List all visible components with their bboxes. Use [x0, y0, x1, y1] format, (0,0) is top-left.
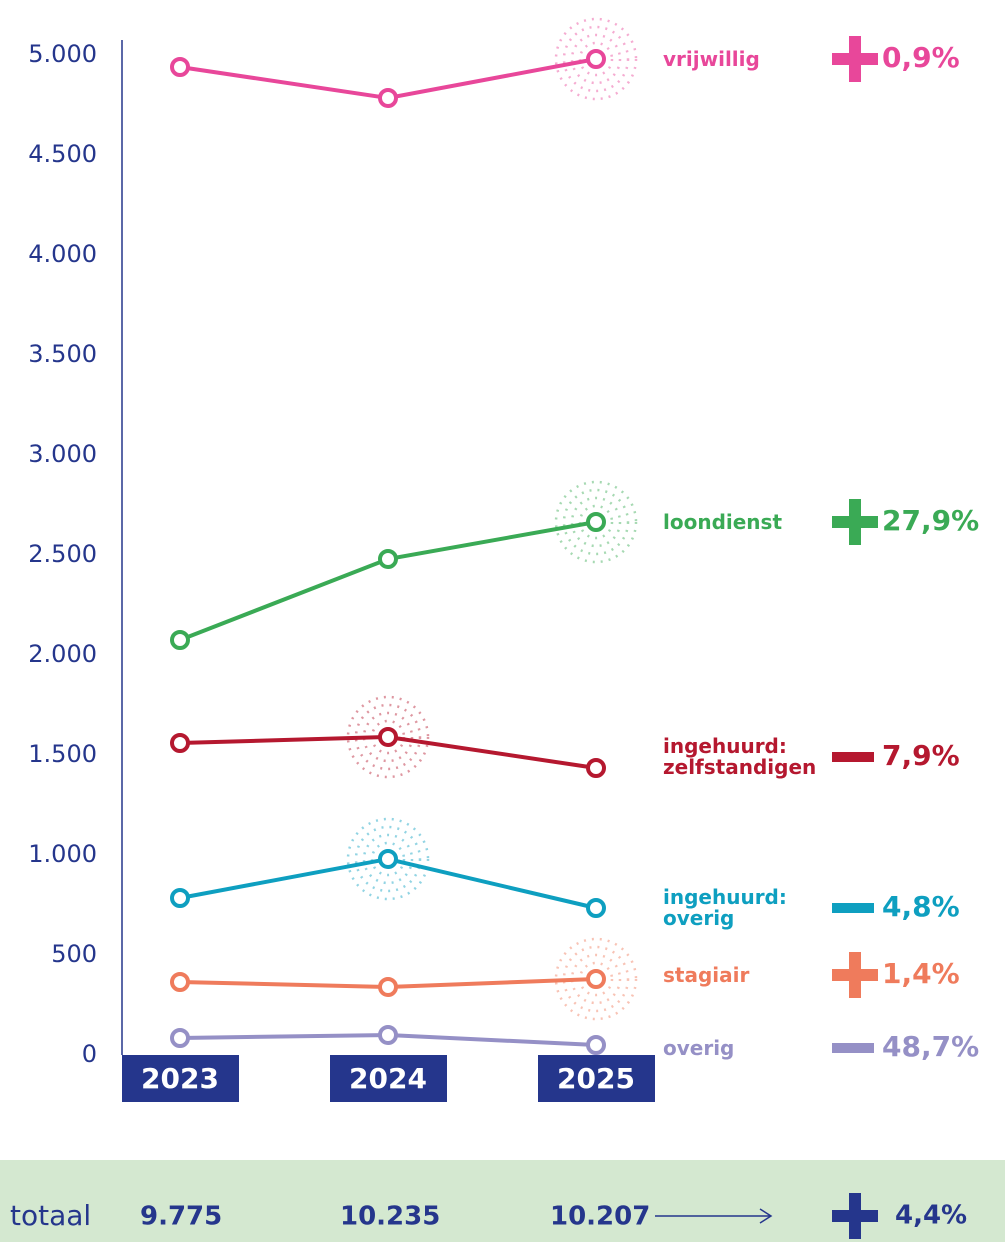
y-tick-label: 2.000 [28, 640, 97, 668]
highlight-ring [562, 488, 630, 556]
data-point [586, 758, 606, 778]
legend-label: ingehuurd: overig [663, 885, 787, 930]
highlight-ring [570, 33, 622, 85]
change-label: 7,9% [882, 739, 960, 772]
data-point [170, 972, 190, 992]
legend-label: loondienst [663, 509, 783, 534]
year-box [538, 1055, 655, 1102]
highlight-ring [346, 817, 430, 901]
data-point [378, 727, 398, 747]
highlight-ring [578, 504, 614, 540]
legend-label: vrijwillig [663, 46, 760, 71]
highlight-ring [554, 937, 638, 1021]
year-box [122, 1055, 239, 1102]
y-tick-label: 1.000 [28, 840, 97, 868]
data-point [378, 549, 398, 569]
change-label: 0,9% [882, 41, 960, 74]
data-point [170, 1028, 190, 1048]
highlight-ring [570, 496, 622, 548]
highlight-ring [354, 703, 422, 771]
data-point [586, 898, 606, 918]
highlight-ring [562, 945, 630, 1013]
legend-label: overig [663, 1035, 735, 1060]
highlight-ring [570, 953, 622, 1005]
highlight-ring [578, 41, 614, 77]
change-label: 4,8% [882, 890, 960, 923]
y-tick-label: 4.500 [28, 140, 97, 168]
data-point [378, 849, 398, 869]
data-point [170, 733, 190, 753]
minus-icon [832, 903, 874, 913]
total-value: 10.235 [340, 1202, 440, 1232]
change-label: 27,9% [882, 504, 979, 537]
highlight-ring [562, 25, 630, 93]
arrow-head [759, 1208, 773, 1224]
total-change: 4,4% [895, 1201, 967, 1231]
legend-label: ingehuurd: zelfstandigen [663, 734, 817, 779]
legend-label: stagiair [663, 962, 750, 987]
minus-icon [832, 1043, 874, 1053]
data-point [586, 1035, 606, 1055]
y-tick-label: 2.500 [28, 540, 97, 568]
highlight-ring [362, 833, 414, 885]
y-tick-label: 1.500 [28, 740, 97, 768]
highlight-ring [346, 695, 430, 779]
plus-icon [849, 1193, 861, 1239]
change-label: 48,7% [882, 1030, 979, 1063]
x-tick-label: 2024 [349, 1062, 427, 1095]
y-tick-label: 500 [51, 940, 97, 968]
total-value: 10.207 [550, 1202, 650, 1232]
y-tick-label: 0 [82, 1040, 97, 1068]
x-tick-label: 2025 [557, 1062, 635, 1095]
minus-icon [832, 752, 874, 762]
highlight-ring [370, 841, 406, 877]
plus-icon [849, 952, 861, 998]
data-point [170, 630, 190, 650]
highlight-ring [554, 480, 638, 564]
totals-label: totaal [10, 1199, 91, 1232]
total-value: 9.775 [140, 1202, 222, 1232]
plus-icon [849, 499, 861, 545]
highlight-ring [554, 17, 638, 101]
data-point [586, 512, 606, 532]
data-point [170, 57, 190, 77]
highlight-ring [362, 711, 414, 763]
data-point [378, 1025, 398, 1045]
x-tick-label: 2023 [141, 1062, 219, 1095]
data-point [170, 888, 190, 908]
change-label: 1,4% [882, 957, 960, 990]
data-point [586, 49, 606, 69]
data-point [586, 969, 606, 989]
plus-icon [849, 36, 861, 82]
y-tick-label: 5.000 [28, 40, 97, 68]
series-line [179, 520, 597, 642]
y-tick-label: 3.500 [28, 340, 97, 368]
totals-band [0, 1160, 1005, 1242]
year-box [330, 1055, 447, 1102]
data-point [378, 88, 398, 108]
y-tick-label: 4.000 [28, 240, 97, 268]
data-point [378, 977, 398, 997]
y-tick-label: 3.000 [28, 440, 97, 468]
highlight-ring [354, 825, 422, 893]
